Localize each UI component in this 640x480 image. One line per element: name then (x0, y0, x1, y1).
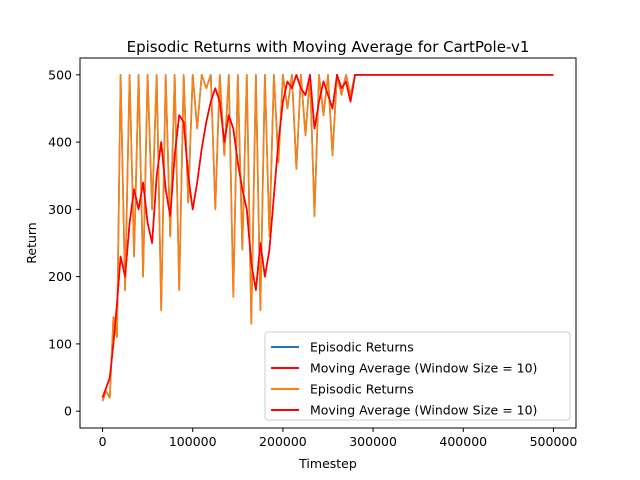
legend-label: Moving Average (Window Size = 10) (310, 403, 537, 418)
y-tick-label: 500 (48, 67, 72, 82)
x-axis: 0 100000 200000 300000 400000 500000 (99, 428, 578, 449)
chart-title: Episodic Returns with Moving Average for… (127, 38, 530, 56)
series-line-3 (101, 74, 554, 398)
y-tick-label: 0 (64, 404, 72, 419)
y-tick-label: 300 (48, 202, 72, 217)
plot-frame (79, 57, 577, 429)
y-tick-label: 100 (48, 336, 72, 351)
legend-label: Episodic Returns (310, 340, 414, 355)
x-tick-label: 200000 (259, 434, 307, 449)
y-tick-label: 400 (48, 135, 72, 150)
x-axis-label: Timestep (298, 456, 357, 471)
legend-label: Moving Average (Window Size = 10) (310, 361, 537, 376)
legend-label: Episodic Returns (310, 382, 414, 397)
plot-area (79, 57, 577, 429)
x-tick-label: 400000 (439, 434, 487, 449)
y-axis-label: Return (24, 222, 39, 263)
legend-box (264, 331, 571, 421)
x-tick-label: 300000 (349, 434, 397, 449)
x-tick-label: 500000 (530, 434, 578, 449)
y-tick-label: 200 (48, 269, 72, 284)
y-axis: 0 100 200 300 400 500 (48, 67, 80, 419)
legend: Episodic Returns Moving Average (Window S… (264, 331, 571, 421)
x-tick-label: 100000 (169, 434, 217, 449)
series-layer (101, 74, 554, 402)
x-tick-label: 0 (99, 434, 107, 449)
series-line-2 (101, 74, 554, 402)
